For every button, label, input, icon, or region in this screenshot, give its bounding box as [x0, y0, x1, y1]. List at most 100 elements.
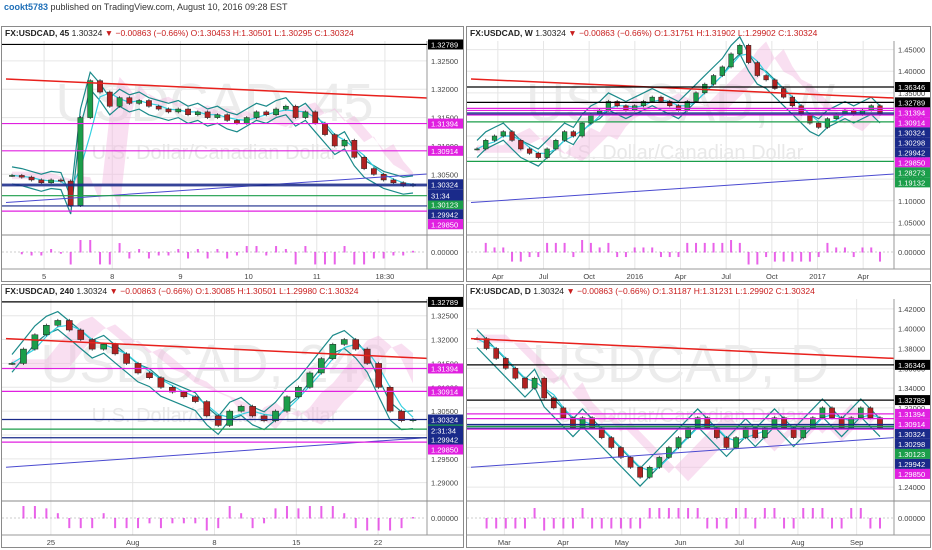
chart-canvas[interactable]: USDCAD, WU.S. Dollar/Canadian Dollar1.45… [467, 27, 931, 282]
level-price-label: 1.31394 [898, 410, 925, 419]
osc-histogram-bar [791, 252, 794, 262]
osc-histogram-bar [79, 518, 82, 529]
chart-panel-weekly[interactable]: FX:USDCAD, W 1.30324 ▼ −0.00863 (−0.66%)… [466, 26, 931, 282]
osc-histogram-bar [721, 242, 724, 253]
trendline-support [470, 173, 895, 203]
level-price-tag [895, 395, 930, 406]
candle-body [390, 179, 397, 184]
osc-histogram-bar [589, 242, 592, 253]
osc-histogram-bar [667, 508, 670, 519]
osc-histogram-bar [659, 252, 662, 258]
candle-body [65, 320, 73, 331]
osc-histogram-bar [171, 518, 174, 524]
osc-histogram-bar [572, 252, 575, 258]
level-price-label: 1.30914 [431, 147, 458, 156]
osc-histogram-bar [125, 518, 128, 529]
level-price-label: 1.29850 [431, 220, 458, 229]
chart-panel-daily[interactable]: FX:USDCAD, D 1.30324 ▼ −0.00863 (−0.66%)… [466, 284, 931, 548]
level-price-tag [428, 118, 463, 129]
candle-body [658, 96, 664, 102]
osc-histogram-bar [817, 252, 820, 258]
osc-histogram-bar [533, 508, 536, 519]
osc-histogram-bar [412, 517, 414, 519]
level-price-tag [428, 145, 463, 156]
candle-body [553, 140, 559, 150]
candle-body [282, 105, 289, 110]
candle-body [474, 148, 480, 151]
osc-histogram-bar [648, 508, 651, 519]
chart-panel-240min[interactable]: FX:USDCAD, 240 1.30324 ▼ −0.00863 (−0.66… [1, 284, 464, 548]
candle-body [292, 105, 299, 118]
candle-body [491, 135, 498, 141]
time-tick-label: 25 [47, 538, 55, 547]
time-tick-label: Aug [791, 538, 804, 547]
level-price-label: 1.29850 [898, 158, 925, 167]
osc-histogram-bar [323, 252, 326, 265]
high-label: H:1.30501 [237, 286, 277, 296]
level-price-label: 1.29942 [898, 460, 925, 469]
osc-histogram-bar [616, 252, 619, 258]
trendline-resistance [470, 337, 895, 360]
level-price-label: 1.30324 [898, 430, 925, 439]
candle-body [237, 406, 245, 412]
chart-canvas[interactable]: USDCAD, DU.S. Dollar/Canadian Dollar1.42… [467, 285, 931, 548]
osc-histogram-bar [255, 246, 258, 253]
last-price: 1.30324 [71, 28, 103, 38]
osc-histogram-bar [633, 247, 636, 253]
osc-histogram-bar [102, 513, 105, 519]
osc-histogram-bar [712, 242, 715, 253]
osc-histogram-bar [372, 252, 375, 259]
osc-histogram-bar [687, 508, 690, 519]
level-price-label: 1.32789 [431, 40, 458, 49]
candle-body [243, 117, 250, 124]
author-link[interactable]: cookt5783 [4, 2, 49, 12]
publish-info: published on TradingView.com, August 10,… [50, 2, 288, 12]
price-tick-label: 1.32000 [898, 404, 925, 413]
osc-histogram-bar [811, 508, 814, 519]
osc-histogram-bar [353, 252, 356, 265]
osc-histogram-bar [696, 508, 699, 519]
osc-histogram-bar [528, 252, 531, 258]
time-tick-label: 11 [313, 272, 321, 281]
price-tick-label: 1.38000 [898, 345, 925, 354]
osc-histogram-bar [147, 252, 150, 259]
candle-body [54, 320, 62, 326]
osc-histogram-bar [265, 252, 268, 256]
time-tick-label: Aug [126, 538, 139, 547]
osc-histogram-bar [843, 247, 846, 253]
osc-histogram-bar [802, 508, 805, 519]
level-price-tag [428, 39, 463, 50]
osc-histogram-bar [196, 249, 199, 253]
change-label: ▼ −0.00863 (−0.66%) [104, 28, 189, 38]
level-price-label: 1.29942 [431, 436, 458, 445]
osc-histogram-bar [91, 518, 94, 529]
osc-histogram-bar [167, 252, 170, 256]
candle-body [509, 131, 515, 141]
chart-canvas[interactable]: USDCAD, 45U.S. Dollar/Canadian Dollar1.3… [2, 27, 464, 282]
price-tick-label: 1.35000 [898, 89, 925, 98]
candle-body [371, 168, 377, 175]
candle-body [608, 437, 615, 448]
osc-histogram-bar [581, 240, 584, 253]
publish-header: cookt5783 published on TradingView.com, … [0, 0, 932, 14]
osc-histogram-bar [504, 518, 507, 529]
watermark-subtitle: U.S. Dollar/Canadian Dollar [558, 142, 804, 164]
candle-body [312, 111, 319, 124]
bar-timer-label: 31:34 [431, 191, 450, 200]
symbol-label: FX:USDCAD, 45 [5, 28, 70, 38]
candle-body [627, 457, 634, 468]
level-price-tag [895, 127, 930, 138]
candle-body [398, 410, 405, 421]
chart-panel-45min[interactable]: FX:USDCAD, 45 1.30324 ▼ −0.00863 (−0.66%… [1, 26, 464, 282]
time-tick-label: May [615, 538, 629, 547]
osc-histogram-bar [792, 518, 795, 529]
osc-histogram-bar [400, 518, 403, 529]
level-price-tag [895, 448, 930, 459]
candle-body [531, 377, 538, 389]
candle-body [175, 108, 182, 113]
osc-histogram-bar [493, 247, 496, 253]
candle-body [263, 111, 270, 115]
level-price-tag [895, 117, 930, 128]
osc-histogram-bar [226, 252, 229, 259]
